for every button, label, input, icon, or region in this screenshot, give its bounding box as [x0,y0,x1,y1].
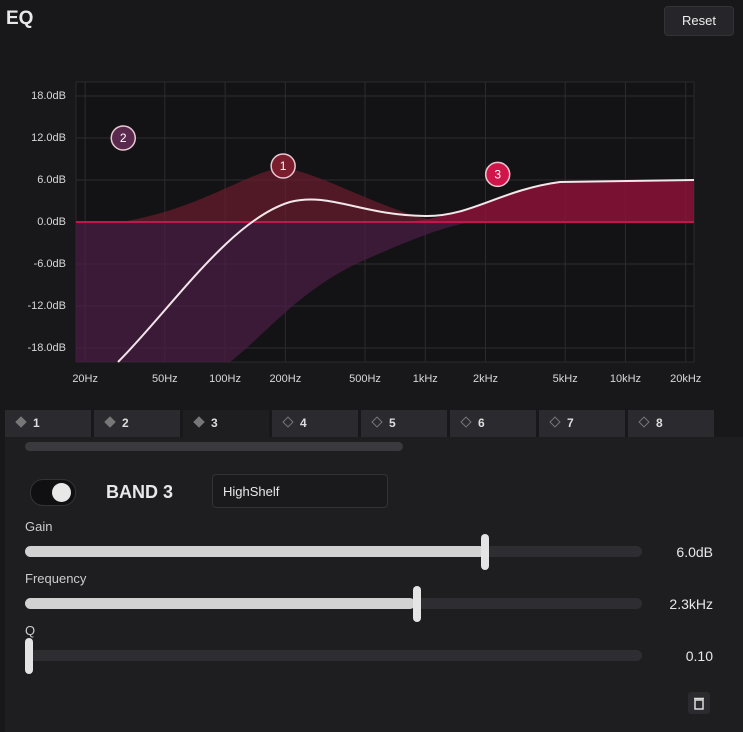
band-node-label: 1 [280,159,287,173]
band-tab[interactable]: 4 [272,410,358,437]
slider-track[interactable] [25,650,642,661]
band-tab[interactable]: 3 [183,410,269,437]
band-tab[interactable]: 8 [628,410,714,437]
y-tick-label: 0.0dB [37,216,66,228]
y-tick-label: 6.0dB [37,174,66,186]
y-tick-label: 12.0dB [31,132,66,144]
x-tick-label: 100Hz [209,373,241,385]
x-tick-label: 20kHz [670,373,701,385]
response-curve [117,179,695,363]
slider-label: Q [25,623,36,638]
x-tick-label: 500Hz [349,373,381,385]
x-tick-label: 200Hz [269,373,301,385]
slider-fill [25,546,485,557]
band-node[interactable] [110,125,137,151]
tab-label: 6 [478,416,485,430]
tab-icon [549,416,561,428]
tab-icon [460,416,472,428]
slider-thumb[interactable] [481,534,489,570]
y-tick-label: 18.0dB [31,90,66,102]
trash-icon [694,697,704,710]
band-tab[interactable]: 6 [450,410,536,437]
tab-icon [104,416,116,428]
band-tab[interactable]: 2 [94,410,180,437]
tab-label: 2 [122,416,129,430]
band-toggle[interactable] [30,479,76,506]
band-node-label: 2 [120,131,127,145]
x-tick-label: 50Hz [152,373,178,385]
band-tab[interactable]: 5 [361,410,447,437]
tab-icon [638,416,650,428]
x-tick-label: 1kHz [413,373,438,385]
x-tick-label: 5kHz [553,373,578,385]
band-tab[interactable]: 1 [5,410,91,437]
tab-icon [193,416,205,428]
x-tick-label: 10kHz [610,373,641,385]
slider-value: 6.0dB [676,544,713,560]
band-node-label: 3 [494,168,501,182]
slider-label: Frequency [25,571,87,586]
band-node[interactable] [484,161,511,188]
tab-icon [371,416,383,428]
y-tick-label: -12.0dB [27,300,66,312]
y-tick-label: -18.0dB [27,342,66,354]
band-node[interactable] [270,153,296,179]
slider-value: 0.10 [685,648,713,664]
eq-graph: 1 2 3 18.0dB 12.0dB 6.0dB 0.0dB -6.0dB -12.0dB -… [27,81,701,385]
slider-thumb[interactable] [413,586,421,622]
slider-label: Gain [25,519,53,534]
tab-icon [282,416,294,428]
tab-label: 3 [211,416,218,430]
tab-label: 4 [300,416,307,430]
tab-label: 5 [389,416,396,430]
tab-label: 7 [567,416,574,430]
band-tab[interactable]: 7 [539,410,625,437]
x-tick-label: 2kHz [473,373,498,385]
tab-label: 1 [33,416,40,430]
y-tick-label: -6.0dB [34,258,66,270]
x-tick-label: 20Hz [72,373,98,385]
tab-scrollbar[interactable] [25,442,403,451]
band3-area [400,180,694,222]
band2-area [76,222,470,362]
slider-value: 2.3kHz [669,596,713,612]
delete-band-button[interactable] [688,692,710,714]
tab-icon [15,416,27,428]
slider-fill [25,598,415,609]
reset-button[interactable]: Reset [664,6,734,36]
slider-thumb[interactable] [25,638,33,674]
tab-label: 8 [656,416,663,430]
filter-type-select[interactable]: HighShelf [212,474,388,508]
band-title: BAND 3 [106,482,174,502]
title: EQ [6,8,34,29]
